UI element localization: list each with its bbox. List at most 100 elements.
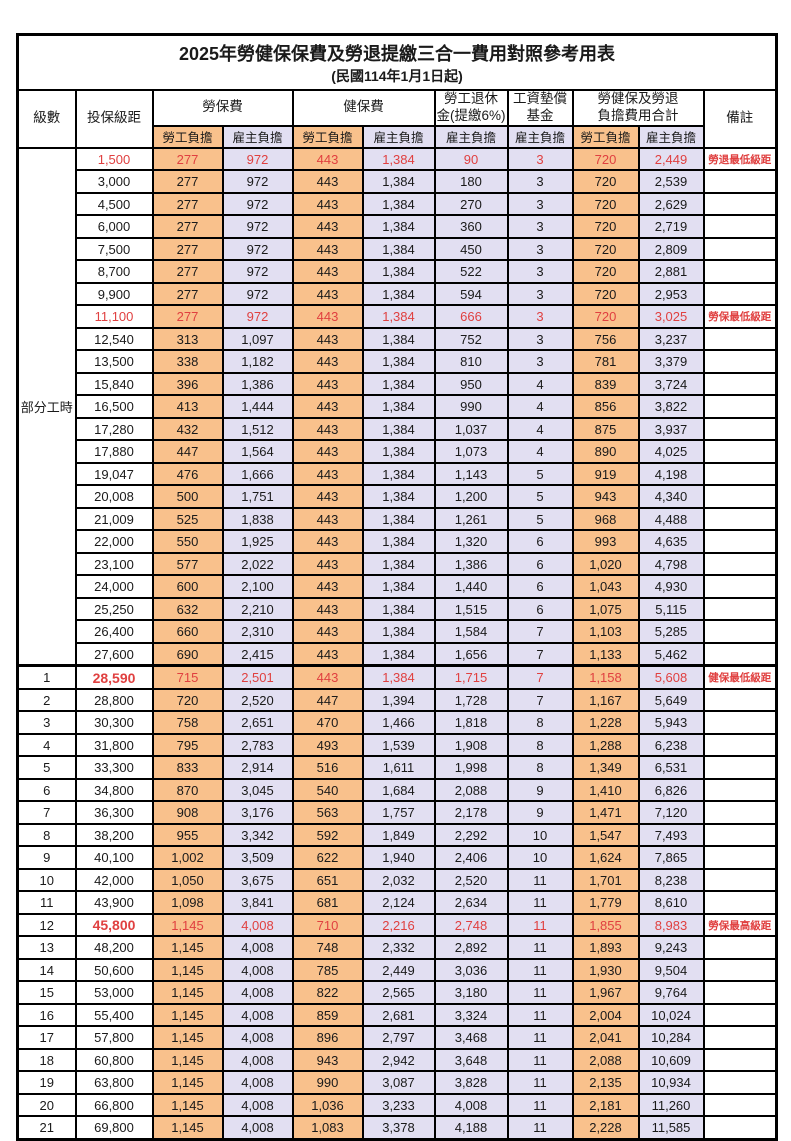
pension-employer-cell: 3,468 <box>433 1025 509 1050</box>
bracket-cell: 42,000 <box>74 867 154 893</box>
health-fee-employer-cell: 1,384 <box>361 461 436 487</box>
bracket-cell: 53,000 <box>74 980 154 1005</box>
total-employer-cell: 2,629 <box>637 191 705 217</box>
labor-fee-employer-cell: 3,045 <box>221 777 294 803</box>
wage-fund-employer-cell: 11 <box>506 935 574 960</box>
labor-fee-employee-cell: 833 <box>151 755 224 780</box>
labor-fee-employee-cell: 1,002 <box>151 845 224 870</box>
wage-fund-employer-cell: 11 <box>506 1047 574 1073</box>
health-fee-employer-cell: 3,087 <box>361 1070 436 1095</box>
total-employer-cell: 3,025 <box>637 304 705 329</box>
table-row: 7,500 277 972 443 1,384 450 3 720 2,809 <box>18 236 778 262</box>
health-fee-employer-cell: 1,940 <box>361 845 436 870</box>
total-employee-cell: 2,041 <box>571 1025 640 1050</box>
labor-fee-employee-cell: 632 <box>151 596 224 622</box>
total-employee-cell: 720 <box>571 259 640 284</box>
wage-fund-employer-cell: 10 <box>506 822 574 848</box>
wage-fund-employer-cell: 11 <box>506 1025 574 1050</box>
total-employer-cell: 8,610 <box>637 890 705 915</box>
health-fee-employee-cell: 1,036 <box>291 1092 364 1118</box>
bracket-cell: 27,600 <box>74 641 154 667</box>
labor-fee-employer-cell: 1,666 <box>221 461 294 487</box>
wage-fund-employer-cell: 11 <box>506 890 574 915</box>
health-fee-employer-cell: 1,384 <box>361 641 436 667</box>
table-row: 11 43,900 1,098 3,841 681 2,124 2,634 11 1,779 8,… <box>16 890 778 915</box>
health-fee-employer-cell: 1,384 <box>361 484 436 509</box>
remark-cell <box>702 867 778 893</box>
level-cell: 8 <box>16 822 77 848</box>
pension-employer-cell: 3,648 <box>433 1047 509 1073</box>
pension-employer-cell: 2,292 <box>433 822 509 848</box>
level-cell: 15 <box>16 980 77 1005</box>
total-employee-cell: 720 <box>571 281 640 307</box>
pension-header-line1: 勞工退休 <box>444 91 498 106</box>
health-fee-employee-cell: 447 <box>291 687 364 713</box>
labor-fee-employer-cell: 3,509 <box>221 845 294 870</box>
pension-employer-cell: 2,088 <box>433 777 509 803</box>
bracket-cell: 11,100 <box>74 304 154 329</box>
total-employer-cell: 2,449 <box>637 146 705 172</box>
wage-fund-employer-cell: 5 <box>506 506 574 532</box>
pension-employer-cell: 90 <box>433 146 509 172</box>
table-row: 9,900 277 972 443 1,384 594 3 720 2,953 <box>18 281 778 307</box>
health-fee-employee-cell: 443 <box>291 529 364 554</box>
labor-fee-employee-cell: 1,145 <box>151 957 224 983</box>
remark-cell <box>702 1070 778 1095</box>
pension-employer-cell: 1,037 <box>433 416 509 442</box>
total-header-line1: 勞健保及勞退 <box>597 91 679 106</box>
total-employee-cell: 1,410 <box>571 777 640 803</box>
labor-fee-employer-cell: 3,675 <box>221 867 294 893</box>
total-employee-cell: 1,855 <box>571 912 640 938</box>
wage-fund-employer-cell: 3 <box>506 191 574 217</box>
bracket-cell: 36,300 <box>74 800 154 825</box>
pension-employer-cell: 1,200 <box>433 484 509 509</box>
pension-employer-cell: 1,073 <box>433 439 509 464</box>
table-row: 17 57,800 1,145 4,008 896 2,797 3,468 11 2,041 10… <box>16 1025 778 1050</box>
total-employee-cell: 720 <box>571 191 640 217</box>
health-fee-employee-cell: 681 <box>291 890 364 915</box>
bracket-cell: 34,800 <box>74 777 154 803</box>
table-row: 4 31,800 795 2,783 493 1,539 1,908 8 1,288 6,238 <box>16 732 778 758</box>
table-row: 6,000 277 972 443 1,384 360 3 720 2,719 <box>18 214 778 239</box>
total-employer-cell: 4,198 <box>637 461 705 487</box>
pension-employer-cell: 2,748 <box>433 912 509 938</box>
labor-fee-employee-cell: 500 <box>151 484 224 509</box>
table-row: 部分工時 1,500 277 972 443 1,384 90 3 720 2,449 勞退最低級距 <box>16 146 778 667</box>
bracket-cell: 17,280 <box>74 416 154 442</box>
remark-cell <box>702 281 778 307</box>
labor-fee-employee-cell: 690 <box>151 641 224 667</box>
wage-fund-header-line2: 基金 <box>526 107 554 123</box>
remark-cell <box>702 710 778 735</box>
remark-cell <box>702 371 778 397</box>
pension-employer-cell: 1,584 <box>433 619 509 644</box>
table-row: 3,000 277 972 443 1,384 180 3 720 2,539 <box>18 169 778 194</box>
total-employee-cell: 1,288 <box>571 732 640 758</box>
labor-fee-employer-cell: 2,914 <box>221 755 294 780</box>
total-employer-cell: 3,937 <box>637 416 705 442</box>
bracket-cell: 43,900 <box>74 890 154 915</box>
level-cell: 6 <box>16 777 77 803</box>
wage-fund-employer-cell: 8 <box>506 732 574 758</box>
col-header-salary: 投保級距 <box>74 89 154 149</box>
remark-cell <box>702 822 778 848</box>
labor-fee-employer-cell: 2,783 <box>221 732 294 758</box>
header-row-sub: 勞工負擔 雇主負擔 勞工負擔 雇主負擔 雇主負擔 雇主負擔 勞工負擔 雇主負擔 <box>18 124 777 149</box>
pension-employer-cell: 1,728 <box>433 687 509 713</box>
remark-cell <box>702 416 778 442</box>
level-cell: 10 <box>16 867 77 893</box>
labor-fee-employee-cell: 476 <box>151 461 224 487</box>
health-fee-employer-cell: 2,797 <box>361 1025 436 1050</box>
labor-fee-employer-cell: 2,100 <box>221 574 294 599</box>
remark-cell <box>702 1092 778 1118</box>
remark-cell <box>702 191 778 217</box>
labor-fee-employee-cell: 1,145 <box>151 980 224 1005</box>
bracket-cell: 12,540 <box>74 326 154 352</box>
total-employer-cell: 9,243 <box>637 935 705 960</box>
bracket-cell: 19,047 <box>74 461 154 487</box>
table-row: 7 36,300 908 3,176 563 1,757 2,178 9 1,471 7,120 <box>16 800 778 825</box>
total-employee-cell: 839 <box>571 371 640 397</box>
level-cell: 1 <box>16 664 77 690</box>
health-fee-employer-cell: 2,332 <box>361 935 436 960</box>
labor-fee-employer-cell: 3,342 <box>221 822 294 848</box>
table-row: 25,250 632 2,210 443 1,384 1,515 6 1,075 5,115 <box>18 596 778 622</box>
